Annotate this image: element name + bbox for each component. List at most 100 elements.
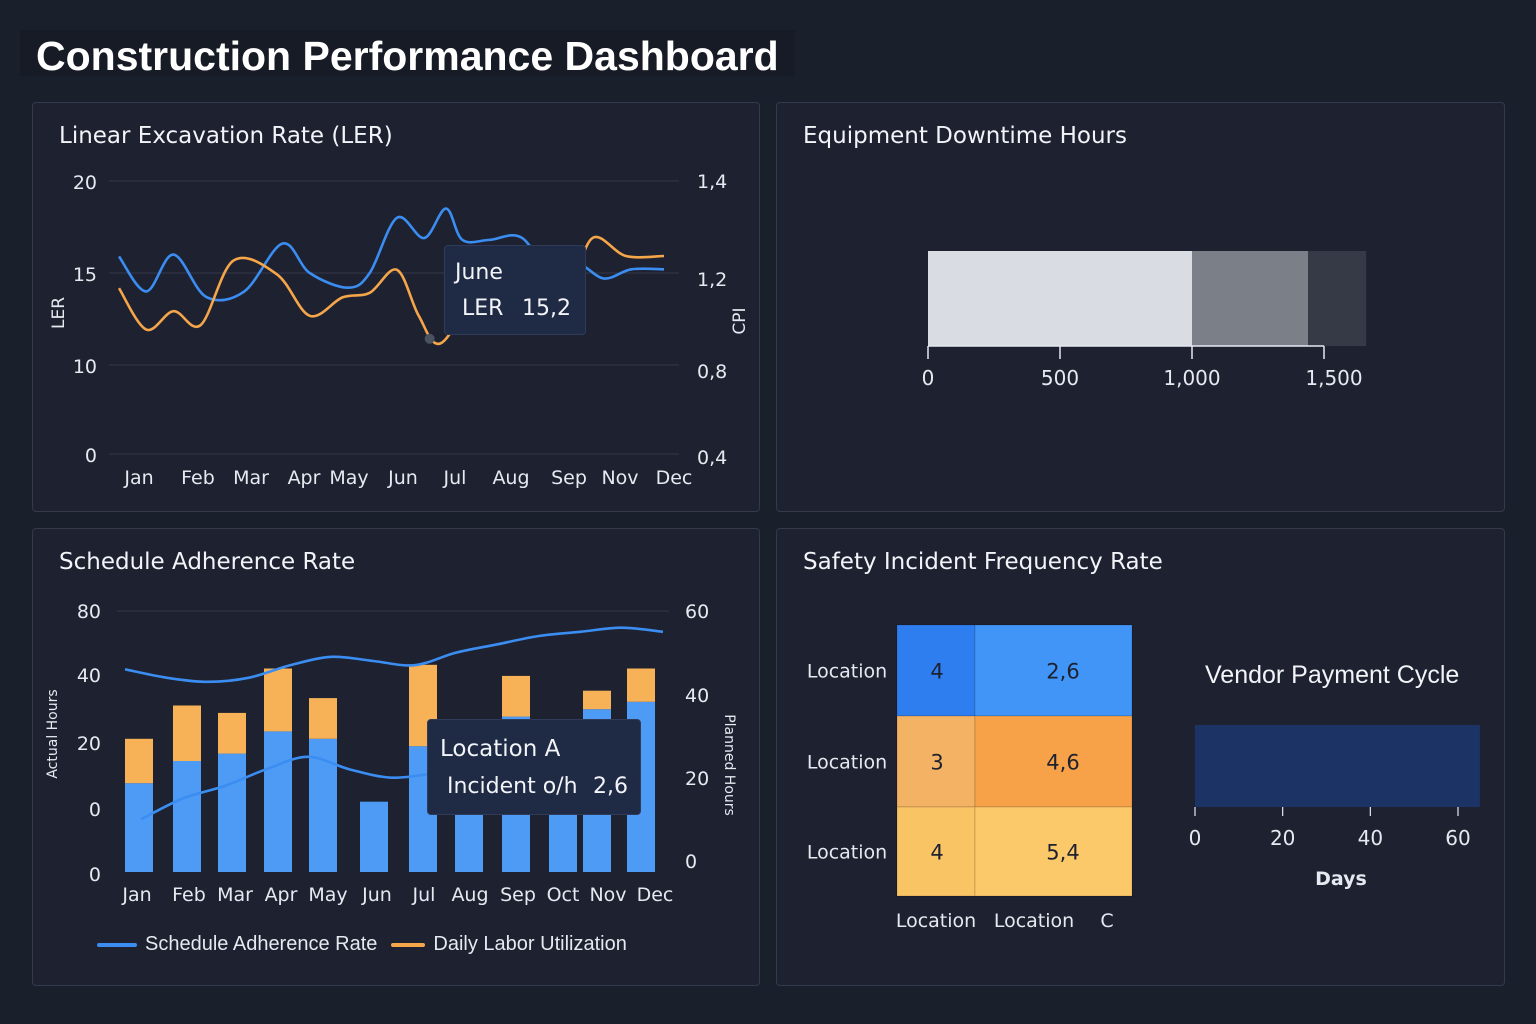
ler-x-tick: Jun	[387, 467, 418, 489]
heatmap-col-label: Location	[896, 910, 976, 932]
ler-right-tick: 1,2	[697, 269, 727, 291]
heatmap-cell-value: 4	[930, 660, 943, 684]
heatmap-cell-value: 4,6	[1046, 751, 1079, 775]
ler-x-tick: Dec	[656, 467, 693, 489]
ler-right-tick: 1,4	[697, 171, 727, 193]
heatmap-cell-value: 5,4	[1046, 841, 1079, 865]
heatmap-row-label: Location	[807, 842, 887, 864]
ler-x-tick: Aug	[492, 467, 529, 489]
ler-x-tick: Mar	[233, 467, 269, 489]
schedule-x-tick: Apr	[265, 884, 298, 906]
downtime-chart: 0 500 1,000 1,500	[922, 251, 1367, 390]
downtime-bar-segment	[1192, 251, 1309, 346]
ler-left-tick: 0	[85, 445, 97, 467]
schedule-x-tick: Feb	[172, 884, 206, 906]
ler-tooltip-month: June	[455, 260, 503, 285]
dashboard-title: Construction Performance Dashboard	[20, 30, 795, 79]
heatmap-col-label: C	[1100, 910, 1113, 932]
schedule-left-tick: 20	[77, 733, 101, 755]
ler-panel: Linear Excavation Rate (LER) 20 15 10 0 1,4 1…	[32, 102, 760, 512]
downtime-bar-segment	[1308, 251, 1367, 346]
schedule-tooltip-value: 2,6	[593, 774, 628, 799]
schedule-tooltip-location: Location A	[440, 736, 561, 762]
schedule-panel: Schedule Adherence Rate 80 40 20 0 0 60 40 20 0 A…	[32, 528, 760, 986]
schedule-tooltip-label: Incident o/h	[447, 774, 578, 799]
schedule-x-tick: May	[308, 884, 347, 906]
ler-x-tick: Nov	[601, 467, 638, 489]
schedule-bar-overtime	[125, 738, 153, 784]
ler-right-axis-label: CPI	[730, 307, 750, 334]
vendor-bar	[1195, 725, 1480, 807]
schedule-bar-overtime	[583, 690, 611, 710]
legend-swatch-orange	[391, 942, 426, 947]
schedule-right-tick: 60	[685, 601, 709, 623]
schedule-bar-overtime	[264, 668, 292, 732]
downtime-tick-label: 500	[1041, 366, 1079, 390]
safety-panel: Safety Incident Frequency Rate 4 2,6 Locat…	[776, 528, 1505, 986]
downtime-tick-label: 1,500	[1305, 366, 1362, 390]
utilization-series-line	[140, 755, 434, 821]
schedule-x-tick: Jul	[412, 884, 436, 906]
heatmap-cell	[896, 624, 976, 717]
schedule-bar-actual	[264, 731, 292, 872]
ler-right-tick: 0,4	[697, 447, 727, 469]
ler-x-tick: Jan	[123, 467, 153, 489]
legend-label-labor: Daily Labor Utilization	[433, 933, 627, 955]
schedule-x-tick: Aug	[451, 884, 488, 906]
schedule-x-tick: Nov	[589, 884, 626, 906]
ler-x-tick: Jul	[443, 467, 467, 489]
adherence-series-line	[124, 626, 664, 684]
ler-left-axis-label: LER	[49, 297, 69, 329]
ler-tooltip: June LER 15,2	[444, 245, 586, 335]
legend-label-adherence: Schedule Adherence Rate	[145, 933, 378, 955]
schedule-chart: 80 40 20 0 0 60 40 20 0 Actual Hours Planned Hours…	[45, 601, 737, 906]
schedule-legend: Schedule Adherence Rate Daily Labor Util…	[97, 933, 627, 956]
schedule-right-axis-label: Planned Hours	[721, 714, 737, 816]
ler-x-tick: May	[329, 467, 368, 489]
schedule-bar-overtime	[627, 668, 655, 702]
ler-left-tick: 20	[73, 172, 97, 194]
safety-chart: 4 2,6 Location 3 4,6 Location 4 5,4 Location Loca…	[807, 624, 1480, 932]
schedule-x-tick: Jun	[361, 884, 392, 906]
ler-left-tick: 10	[73, 356, 97, 378]
schedule-bar-overtime	[173, 705, 201, 761]
downtime-panel: Equipment Downtime Hours 0 500 1,000 1,500	[776, 102, 1505, 512]
vendor-x-axis-label: Days	[1315, 868, 1367, 890]
schedule-bar-overtime	[309, 698, 337, 739]
heatmap-cell	[896, 715, 976, 808]
downtime-tick-label: 0	[922, 366, 935, 390]
heatmap-cell-value: 3	[930, 751, 943, 775]
schedule-x-tick: Sep	[500, 884, 536, 906]
ler-right-tick: 0,8	[697, 361, 727, 383]
heatmap-cell	[974, 806, 1133, 897]
heatmap-cell	[974, 715, 1133, 808]
schedule-x-tick: Dec	[637, 884, 674, 906]
vendor-title: Vendor Payment Cycle	[1205, 661, 1460, 689]
heatmap-cell	[974, 624, 1133, 717]
schedule-right-tick: 40	[685, 685, 709, 707]
vendor-tick-label: 40	[1358, 826, 1383, 850]
schedule-left-axis-label: Actual Hours	[45, 689, 61, 778]
schedule-x-tick: Jan	[121, 884, 151, 906]
schedule-x-tick: Oct	[547, 884, 580, 906]
ler-title: Linear Excavation Rate (LER)	[59, 123, 393, 149]
schedule-bar-actual	[125, 783, 153, 872]
schedule-bar-actual	[173, 761, 201, 872]
legend-swatch-blue	[97, 942, 137, 947]
vendor-tick-label: 20	[1270, 826, 1295, 850]
schedule-left-tick: 0	[89, 864, 101, 886]
vendor-tick-label: 60	[1445, 826, 1470, 850]
schedule-right-tick: 0	[685, 851, 697, 873]
schedule-left-tick: 80	[77, 601, 101, 623]
ler-highlight-point	[424, 333, 435, 344]
ler-x-tick: Feb	[181, 467, 215, 489]
downtime-bar-segment	[928, 251, 1192, 346]
schedule-right-tick: 20	[685, 768, 709, 790]
heatmap-cell	[896, 806, 976, 897]
legend-item-labor[interactable]: Daily Labor Utilization	[391, 933, 627, 956]
schedule-title: Schedule Adherence Rate	[59, 549, 356, 575]
ler-tooltip-value: 15,2	[522, 296, 571, 321]
legend-item-adherence[interactable]: Schedule Adherence Rate	[97, 933, 377, 956]
safety-title: Safety Incident Frequency Rate	[803, 549, 1163, 575]
schedule-left-tick: 40	[77, 665, 101, 687]
